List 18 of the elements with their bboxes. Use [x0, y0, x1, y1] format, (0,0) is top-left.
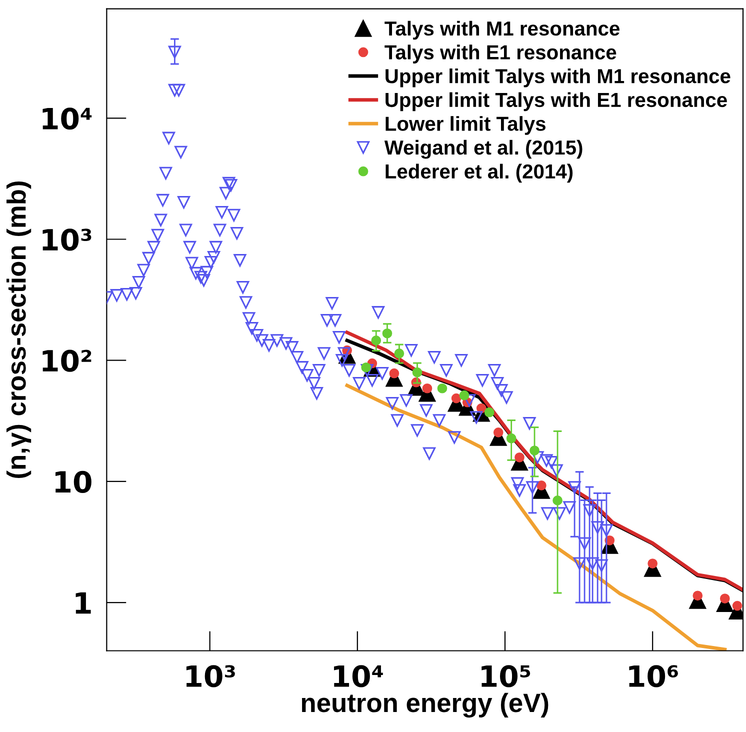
- legend-label: Upper limit Talys with E1 resonance: [386, 92, 727, 112]
- y-axis-title: (n,γ) cross-section (mb): [6, 182, 32, 478]
- legend-label: Weigand et al. (2015): [384, 140, 582, 159]
- legend-label: Lederer et al. (2014): [386, 164, 573, 183]
- x-tick-label: 10³: [186, 665, 235, 688]
- x-tick-label: 10⁴: [334, 665, 383, 688]
- legend-label: Talys with E1 resonance: [384, 44, 616, 64]
- y-tick-label: 10⁴: [42, 108, 92, 130]
- y-tick-label: 10³: [42, 228, 92, 251]
- y-tick-label: 10²: [42, 350, 92, 372]
- y-tick-label: 1: [76, 592, 91, 614]
- y-tick-label: 10: [55, 470, 92, 493]
- x-tick-label: 10⁵: [482, 665, 530, 688]
- legend-label: Talys with M1 resonance: [384, 20, 620, 40]
- legend-label: Upper limit Talys with M1 resonance: [386, 68, 730, 88]
- x-axis-title: neutron energy (eV): [302, 692, 548, 718]
- legend-label: Lower limit Talys: [386, 116, 546, 135]
- x-tick-label: 10⁶: [629, 665, 678, 688]
